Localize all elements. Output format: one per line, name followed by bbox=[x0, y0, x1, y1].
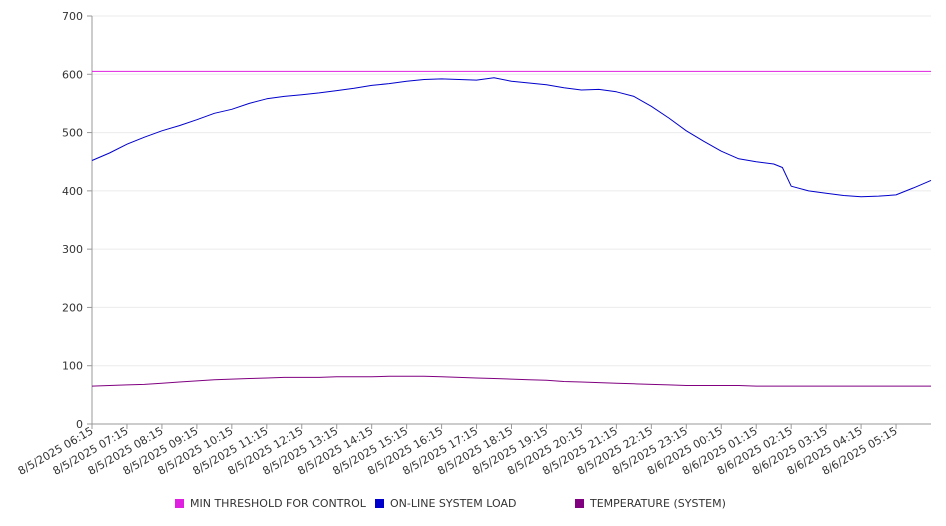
y-tick-label: 400 bbox=[62, 185, 83, 198]
y-tick-label: 600 bbox=[62, 68, 83, 81]
legend-label-temperature: TEMPERATURE (SYSTEM) bbox=[590, 497, 726, 510]
legend-swatch-temperature bbox=[575, 499, 584, 508]
y-tick-label: 300 bbox=[62, 243, 83, 256]
legend-swatch-threshold bbox=[175, 499, 184, 508]
y-axis-ticks: 0 100 200 300 400 500 600 700 bbox=[62, 10, 92, 431]
series-line-temperature bbox=[91, 375, 931, 387]
legend: MIN THRESHOLD FOR CONTROL ON-LINE SYSTEM… bbox=[0, 497, 946, 515]
series-lines bbox=[91, 70, 932, 387]
legend-item-temperature[interactable]: TEMPERATURE (SYSTEM) bbox=[575, 497, 726, 510]
gridlines bbox=[92, 15, 931, 367]
y-tick-label: 100 bbox=[62, 360, 83, 373]
legend-label-load: ON-LINE SYSTEM LOAD bbox=[390, 497, 517, 510]
legend-item-load[interactable]: ON-LINE SYSTEM LOAD bbox=[375, 497, 516, 510]
y-tick-label: 700 bbox=[62, 10, 83, 23]
y-tick-label: 500 bbox=[62, 127, 83, 140]
x-axis-ticks: 8/5/2025 06:158/5/2025 07:158/5/2025 08:… bbox=[16, 424, 900, 478]
legend-swatch-load bbox=[375, 499, 384, 508]
legend-item-threshold[interactable]: MIN THRESHOLD FOR CONTROL bbox=[175, 497, 366, 510]
series-line-load bbox=[91, 77, 932, 198]
y-tick-label: 0 bbox=[76, 418, 83, 431]
legend-label-threshold: MIN THRESHOLD FOR CONTROL bbox=[190, 497, 366, 510]
y-tick-label: 200 bbox=[62, 301, 83, 314]
